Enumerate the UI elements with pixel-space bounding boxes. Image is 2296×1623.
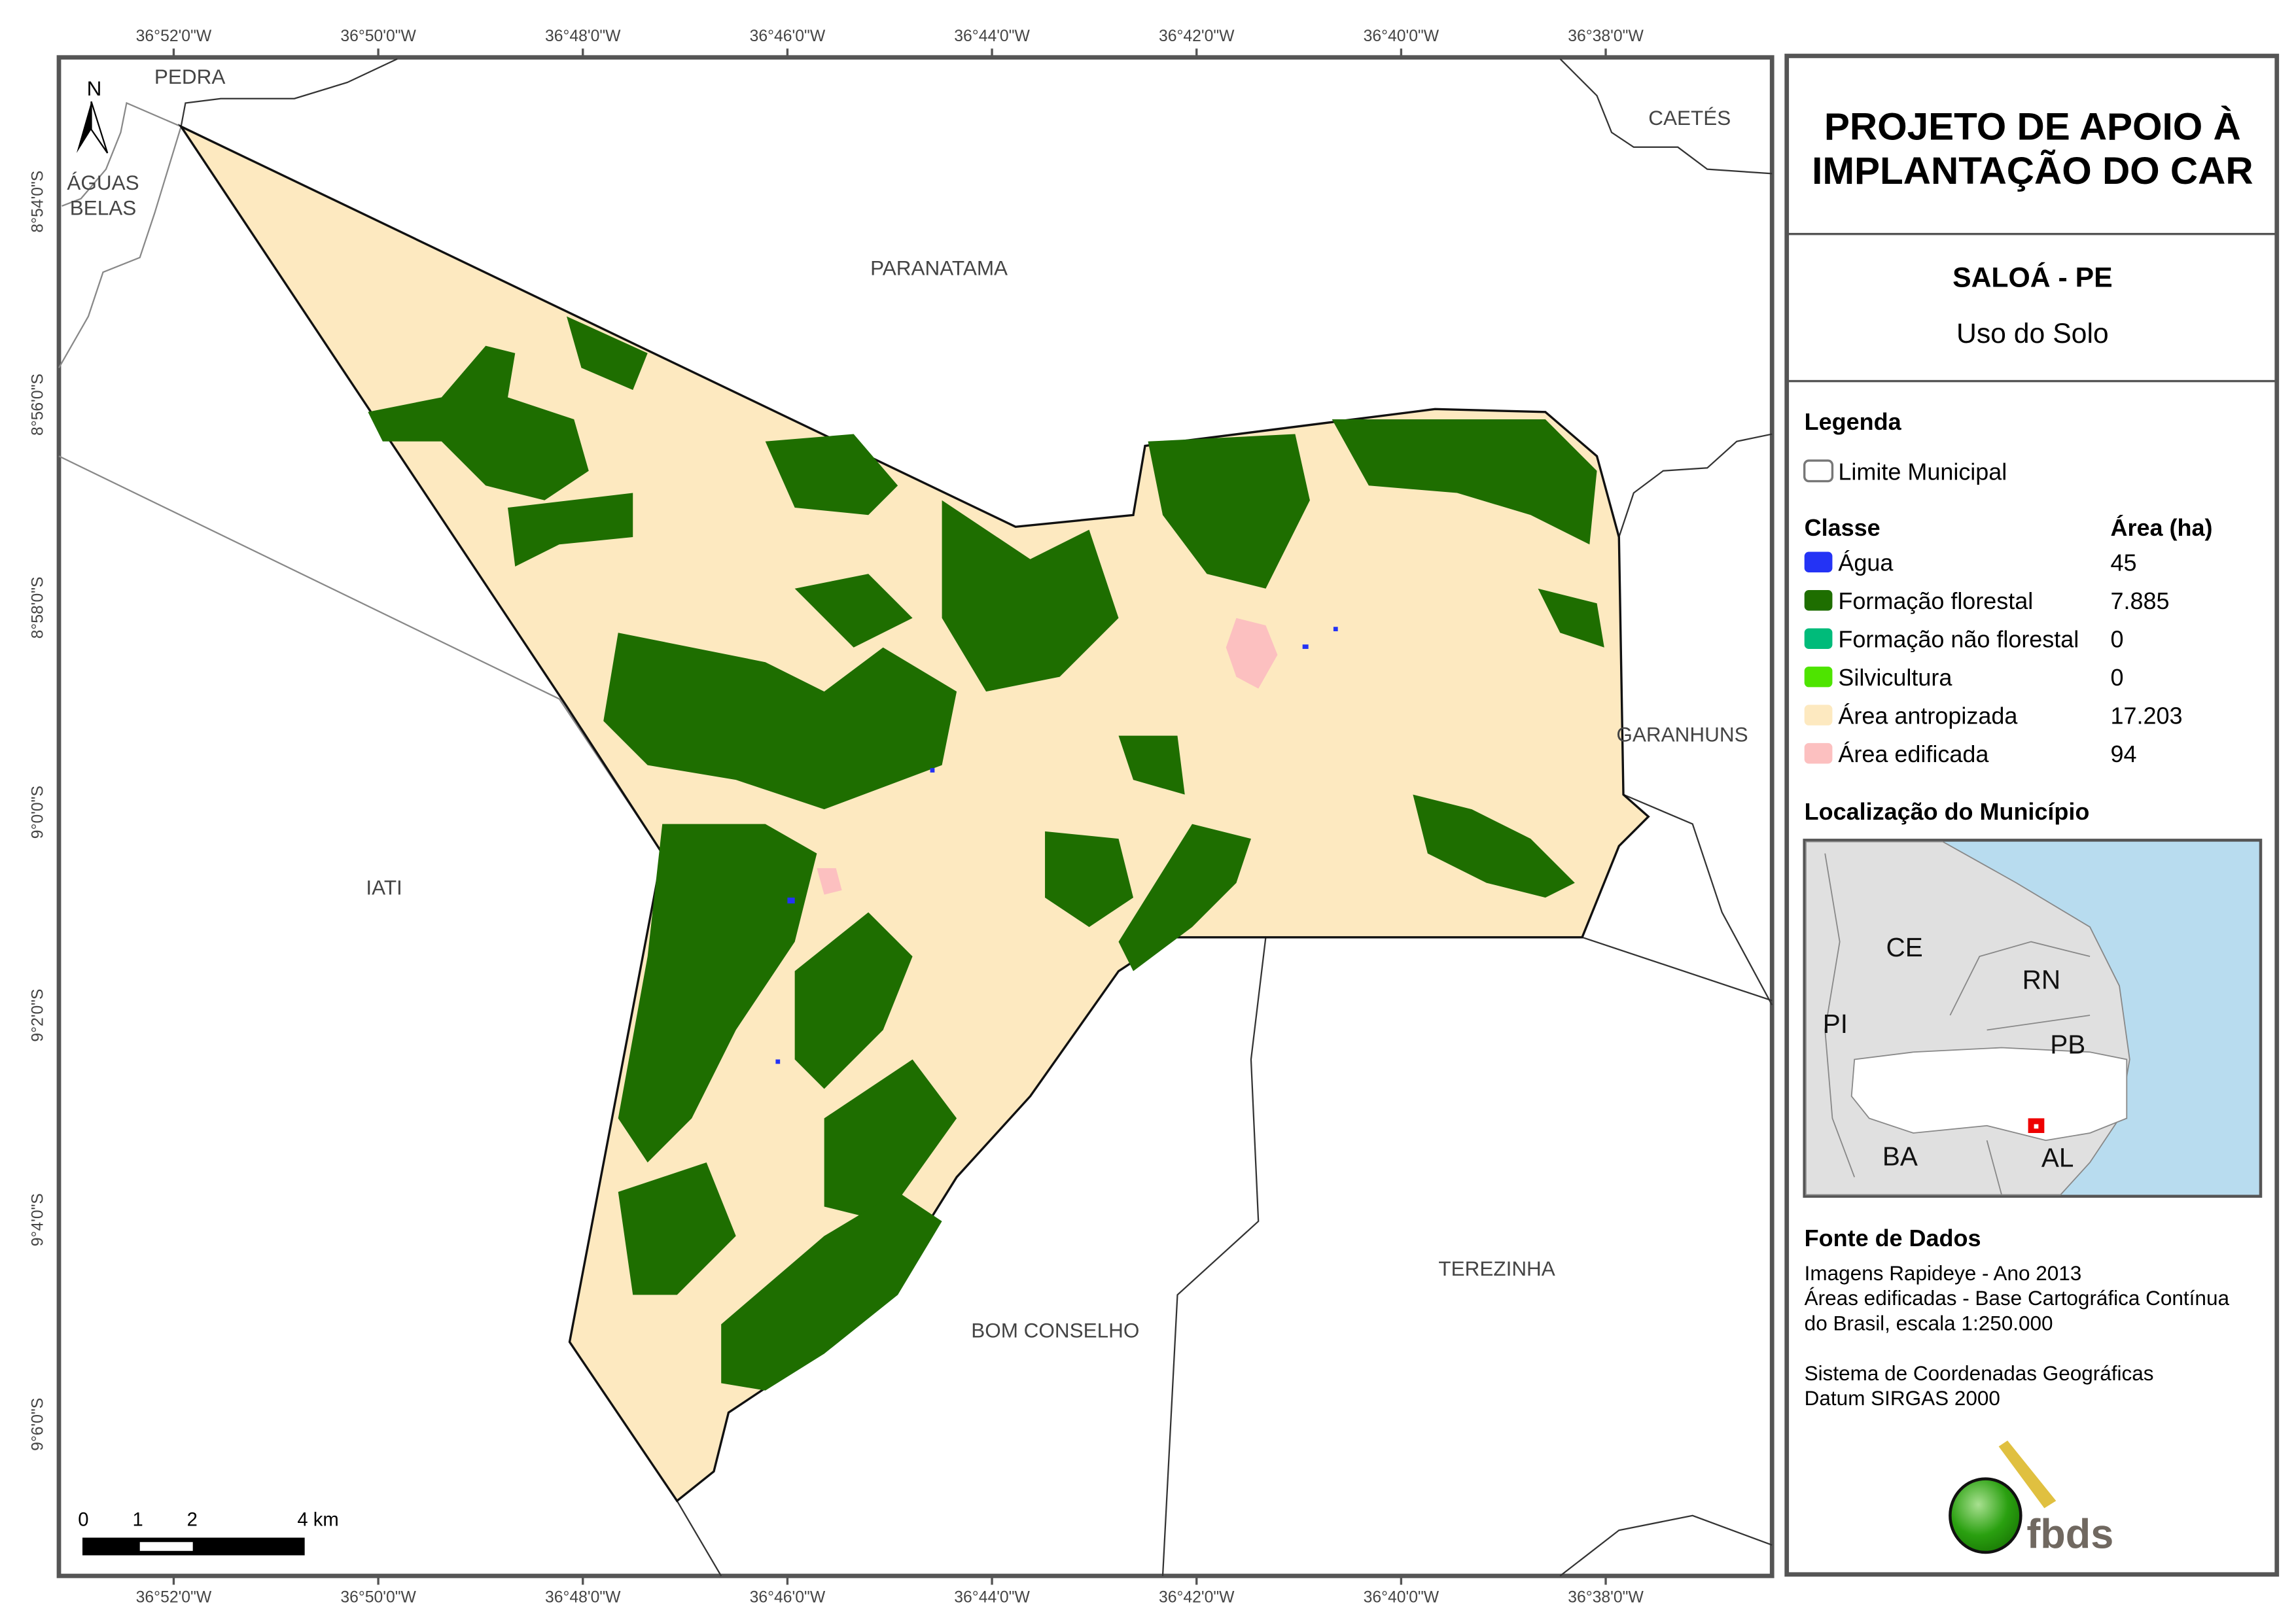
label-paranatama: PARANATAMA [870,256,1008,280]
class-header: Classe [1805,514,1881,541]
map-frame: 36°52'0"W 36°50'0"W 36°48'0"W 36°46'0"W … [29,27,1775,1607]
logo-text: fbds [2026,1511,2113,1557]
class-label: Formação florestal [1838,587,2033,614]
class-area: 0 [2111,626,2124,653]
source-line: Datum SIRGAS 2000 [1805,1386,2000,1410]
north-label: N [87,77,102,100]
class-area: 94 [2111,741,2137,767]
state-label: BA [1882,1141,1918,1171]
lat-label: 9°0'0"S [29,786,46,839]
scale-bar: 0 1 2 4 km [78,1510,339,1556]
label-pedra: PEDRA [154,65,225,88]
state-label: CE [1886,932,1923,962]
legend-heading: Legenda [1805,408,1902,435]
label-aguas-belas: BELAS [70,196,137,219]
class-area: 17.203 [2111,703,2183,729]
boundary-swatch [1803,459,1834,483]
location-inset-map: CE RN PI PB BA AL [1803,839,2263,1198]
lon-label: 36°52'0"W [136,27,212,45]
lon-label: 36°48'0"W [545,1589,621,1607]
lat-label: 9°4'0"S [29,1193,46,1246]
lat-label: 8°58'0"S [29,577,46,639]
legend-class-row: Água 45 [1804,550,2137,576]
forest-patches [368,316,1604,1391]
class-swatch [1804,705,1833,725]
class-swatch [1804,589,1833,611]
source-line: Áreas edificadas - Base Cartográfica Con… [1805,1286,2230,1310]
legend-class-row: Silvicultura 0 [1804,664,2124,691]
lon-label: 36°40'0"W [1364,27,1439,45]
legend-class-row: Área antropizada 17.203 [1804,703,2183,729]
map-theme: Uso do Solo [1956,318,2109,349]
area-header: Área (ha) [2111,514,2213,541]
source-line: Sistema de Coordenadas Geográficas [1805,1361,2154,1385]
lat-label: 9°6'0"S [29,1398,46,1451]
title-line-2: IMPLANTAÇÃO DO CAR [1812,149,2253,192]
legend-class-row: Formação não florestal 0 [1804,626,2124,653]
class-swatch [1804,666,1833,688]
longitude-labels-top: 36°52'0"W 36°50'0"W 36°48'0"W 36°46'0"W … [136,27,1644,45]
built-area [1226,618,1278,689]
class-label: Água [1838,550,1893,576]
class-area: 45 [2111,550,2137,576]
scale-label: 0 [78,1510,88,1531]
lon-label: 36°52'0"W [136,1589,212,1607]
lon-label: 36°42'0"W [1159,1589,1235,1607]
fbds-logo: fbds [1949,1440,2113,1557]
scale-label: 2 [187,1510,198,1531]
class-swatch [1804,628,1833,649]
class-label: Formação não florestal [1838,626,2079,653]
municipality-name: SALOÁ - PE [1952,262,2112,294]
state-label: RN [2022,965,2060,995]
title-line-1: PROJETO DE APOIO À [1824,105,2241,148]
class-label: Área edificada [1838,741,1988,767]
label-terezinha: TEREZINHA [1438,1257,1555,1280]
lat-label: 8°54'0"S [29,171,46,233]
sources-heading: Fonte de Dados [1805,1225,1981,1251]
legend-panel: PROJETO DE APOIO À IMPLANTAÇÃO DO CAR SA… [1784,54,2280,1577]
latitude-labels: 8°54'0"S 8°56'0"S 8°58'0"S 9°0'0"S 9°2'0… [29,171,46,1451]
class-label: Área antropizada [1838,703,2017,729]
scale-label: 1 [132,1510,143,1531]
longitude-ticks [172,48,1607,1585]
lon-label: 36°44'0"W [954,27,1030,45]
built-area [817,868,842,895]
class-area: 0 [2111,664,2124,691]
state-label: PI [1823,1009,1848,1039]
lon-label: 36°42'0"W [1159,27,1235,45]
lon-label: 36°46'0"W [750,27,826,45]
legend-class-row: Formação florestal 7.885 [1804,587,2170,614]
longitude-labels-bottom: 36°52'0"W 36°50'0"W 36°48'0"W 36°46'0"W … [136,1589,1644,1607]
class-swatch [1804,742,1833,764]
lat-label: 8°56'0"S [29,374,46,436]
label-garanhuns: GARANHUNS [1616,723,1748,746]
lon-label: 36°48'0"W [545,27,621,45]
location-heading: Localização do Município [1805,798,2090,825]
source-line: Imagens Rapideye - Ano 2013 [1805,1261,2082,1285]
class-swatch [1804,551,1833,572]
water-bodies [775,627,1338,1064]
lon-label: 36°38'0"W [1568,1589,1644,1607]
state-label: PB [2050,1030,2085,1060]
lon-label: 36°50'0"W [340,27,416,45]
lat-label: 9°2'0"S [29,988,46,1041]
scale-label: 4 km [297,1510,338,1531]
legend-class-row: Área edificada 94 [1804,741,2137,767]
label-aguas-belas: ÁGUAS [67,171,139,194]
label-bom-conselho: BOM CONSELHO [971,1319,1139,1342]
label-caetes: CAETÉS [1648,106,1731,130]
lon-label: 36°40'0"W [1364,1589,1439,1607]
class-area: 7.885 [2111,587,2170,614]
lon-label: 36°44'0"W [954,1589,1030,1607]
lon-label: 36°50'0"W [340,1589,416,1607]
label-iati: IATI [366,876,402,899]
class-label: Silvicultura [1838,664,1952,691]
state-label: AL [2041,1143,2074,1173]
lon-label: 36°46'0"W [750,1589,826,1607]
boundary-label: Limite Municipal [1838,458,2007,485]
source-line: do Brasil, escala 1:250.000 [1805,1311,2053,1335]
lon-label: 36°38'0"W [1568,27,1644,45]
